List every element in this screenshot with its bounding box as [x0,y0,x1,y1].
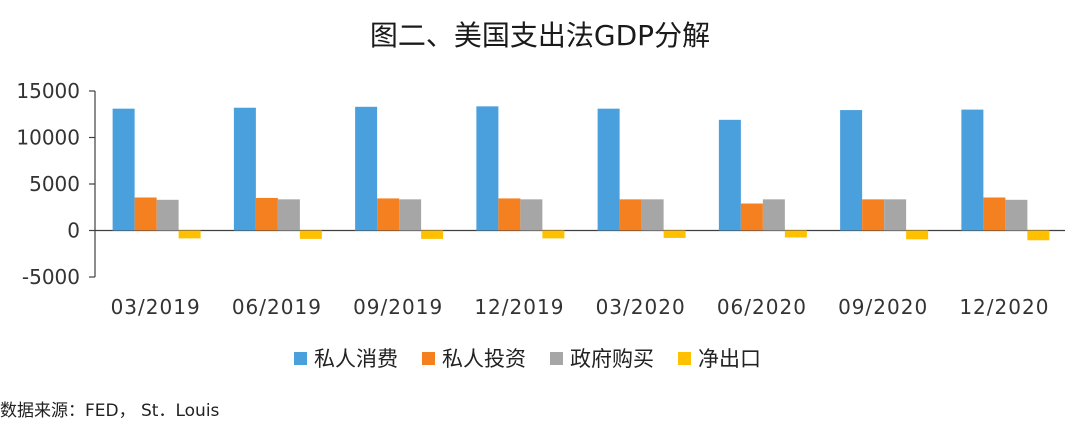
legend-swatch [678,352,691,365]
bar [619,199,642,231]
bar [840,110,863,231]
bar [542,230,565,239]
bar [520,199,543,231]
legend-label: 私人投资 [442,347,526,371]
x-tick-label: 12/2019 [474,295,564,319]
x-tick-label: 09/2020 [838,295,928,319]
legend-swatch [294,352,307,365]
bar [641,199,664,231]
x-tick-label: 09/2019 [353,295,443,319]
bar [112,108,135,231]
bars [112,106,1050,241]
bar [961,109,984,231]
bar [377,198,400,231]
y-tick-label: 0 [67,219,80,243]
chart: 图二、美国支出法GDP分解 15000 10000 5000 0 -5000 03/20… [16,19,1065,371]
x-tick-label: 06/2019 [232,295,322,319]
x-tick-label: 03/2020 [596,295,686,319]
bar [399,199,422,231]
chart-title: 图二、美国支出法GDP分解 [370,19,710,52]
bar [277,199,300,231]
legend-item: 私人投资 [422,347,526,371]
bar [498,198,521,231]
legend-item: 政府购买 [550,347,654,371]
bar [421,230,444,239]
y-tick-label: 5000 [29,172,80,196]
legend-label: 净出口 [698,347,761,371]
bar [355,106,378,231]
legend-item: 私人消费 [294,347,398,371]
bar [476,106,499,231]
y-tick-label: -5000 [22,265,80,289]
legend-swatch [550,352,563,365]
legend-label: 私人消费 [314,347,398,371]
bar [718,119,741,231]
bar [156,199,179,231]
bar [1005,199,1028,231]
bar [906,230,929,240]
bar [663,230,686,238]
bar [233,107,256,231]
bar [1027,230,1050,241]
bar [255,197,278,231]
x-tick-label: 12/2020 [959,295,1049,319]
bar [597,108,620,231]
x-tick-label: 06/2020 [717,295,807,319]
x-tick-label: 03/2019 [111,295,201,319]
legend: 私人消费 私人投资 政府购买 净出口 [294,347,761,371]
legend-label: 政府购买 [570,347,654,371]
axes: 15000 10000 5000 0 -5000 [16,79,1065,289]
y-tick-label: 10000 [16,126,80,150]
bar [862,199,885,231]
bar [299,230,322,239]
bar [740,203,763,231]
bar [784,230,807,238]
legend-swatch [422,352,435,365]
legend-item: 净出口 [678,347,761,371]
bar [983,197,1006,231]
bar [134,197,157,231]
y-tick-label: 15000 [16,79,80,103]
source-note: 数据来源：FED， St．Louis [0,401,220,421]
category-labels: 03/2019 06/2019 09/2019 12/2019 03/2020 06/20… [111,295,1049,319]
bar [884,199,907,231]
bar [178,230,201,239]
bar [762,199,785,231]
